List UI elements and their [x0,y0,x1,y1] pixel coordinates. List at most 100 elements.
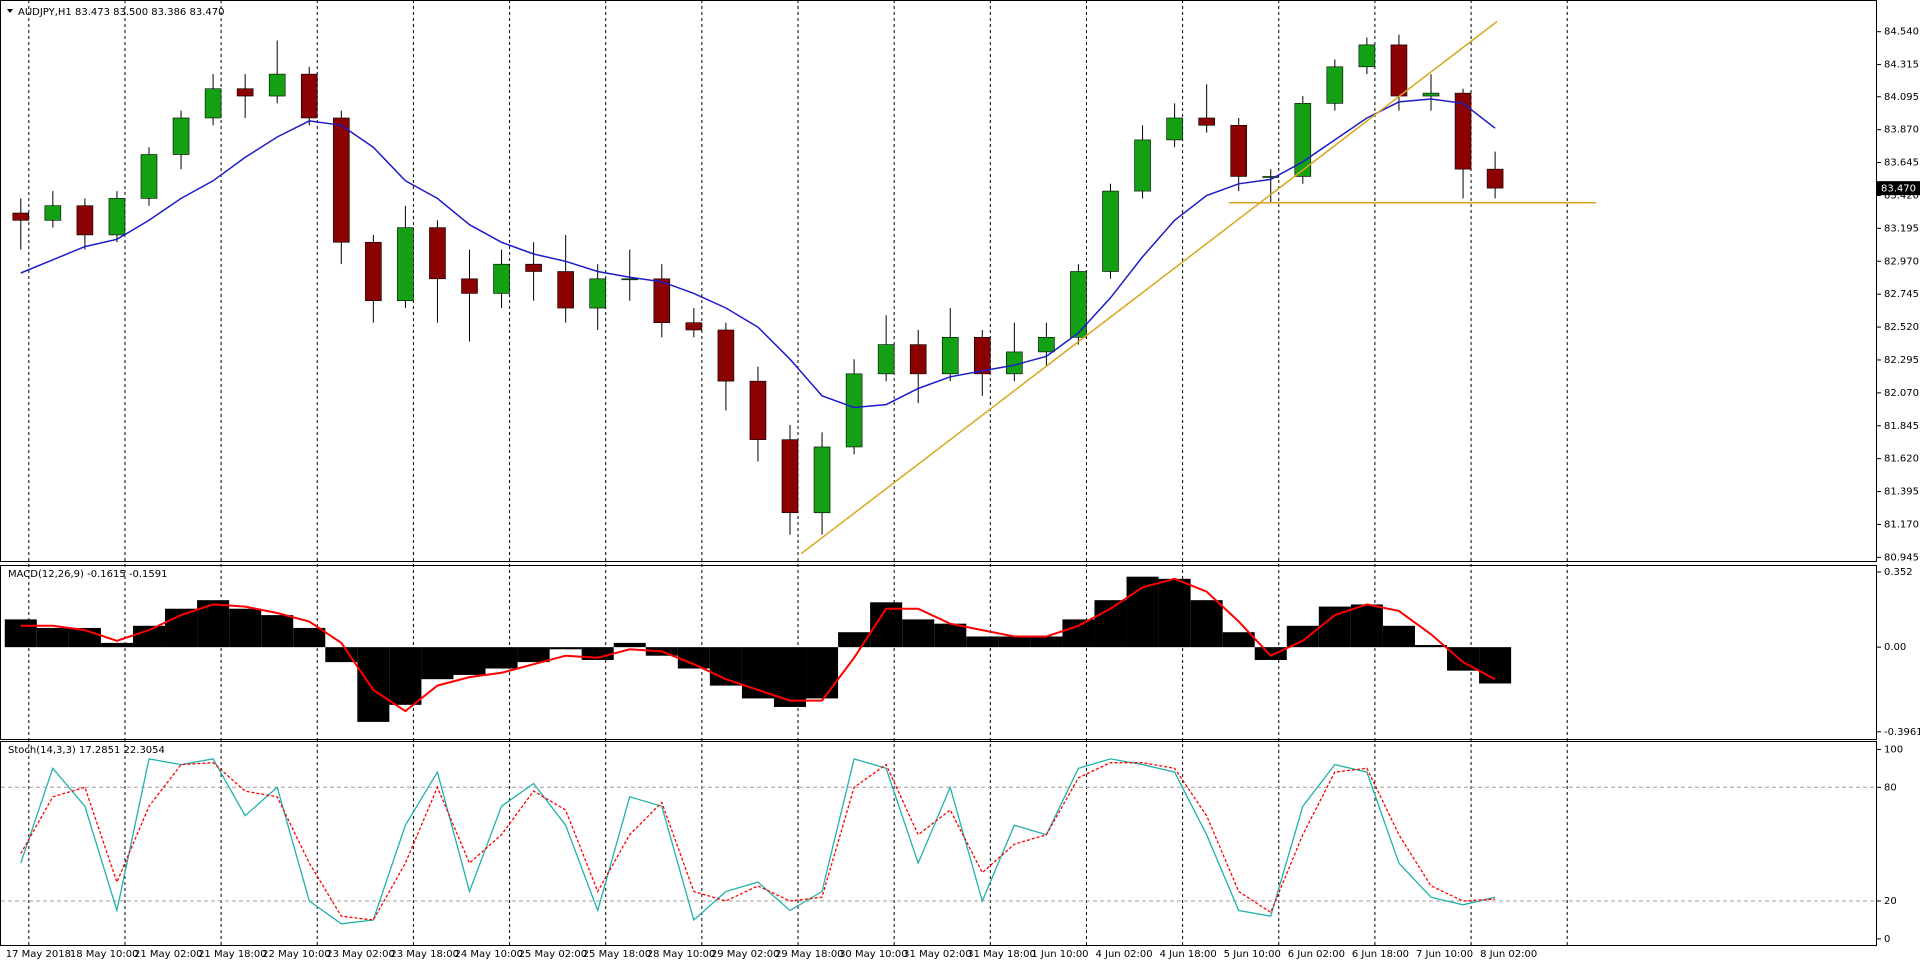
stoch-main [20,758,1496,925]
x-tick-label: 18 May 10:00 [70,949,139,960]
macd-bar [902,619,935,648]
stoch-panel-frame [0,741,1877,946]
macd-bar [1254,647,1287,660]
x-tick-label: 24 May 10:00 [454,949,523,960]
candle-body [749,380,767,440]
x-tick-label: 21 May 02:00 [134,949,203,960]
x-tick-label: 25 May 02:00 [519,949,588,960]
candle-body [44,205,62,221]
candle-body [1422,92,1440,97]
macd-bar [1062,619,1095,648]
macd-bar [806,647,839,699]
macd-bar [389,647,422,705]
macd-bar [838,632,871,648]
x-tick-label: 29 May 02:00 [711,949,780,960]
chart-header: AUDJPY,H1 83.473 83.500 83.386 83.470 [18,7,224,18]
macd-panel-frame [0,565,1877,740]
candle-body [461,278,478,294]
x-tick-label: 7 Jun 10:00 [1416,949,1473,960]
macd-bar [36,627,69,648]
candle-body [1454,92,1472,170]
macd-bar [261,615,294,648]
candle-body [12,212,30,221]
candle-body [525,263,542,272]
candle-body [621,278,639,281]
candle-body [909,344,927,375]
y-tick-label: 80 [1884,782,1897,793]
y-tick-label: 82.520 [1884,322,1919,333]
candle-body [108,198,126,236]
candle-body [781,439,799,514]
y-tick-label: 82.295 [1884,355,1919,366]
y-tick-label: 81.395 [1884,487,1919,498]
candle-body [877,344,895,375]
moving-average [20,98,1496,409]
y-tick-label: 83.870 [1884,125,1919,136]
x-tick-label: 21 May 18:00 [198,949,267,960]
candle-body [236,88,254,97]
x-tick-label: 4 Jun 02:00 [1095,949,1152,960]
symbol-menu-arrow[interactable] [7,9,13,13]
x-tick-label: 23 May 02:00 [326,949,395,960]
y-tick-label: 80.945 [1884,552,1919,563]
stoch-label: Stoch(14,3,3) 17.2851 22.3054 [8,745,165,756]
macd-bar [357,647,390,722]
macd-bar [1447,647,1480,671]
current-price-label: 83.470 [1881,184,1916,195]
y-tick-label: 84.315 [1884,60,1919,71]
y-tick-label: 84.095 [1884,92,1919,103]
y-tick-label: 83.420 [1884,190,1919,201]
candle-body [1198,117,1215,126]
macd-bar [1382,625,1415,648]
macd-bar [773,647,807,707]
y-tick-label: 0.00 [1884,642,1906,653]
period-separators [28,0,1568,946]
macd-bar [1190,600,1223,648]
candle-body [1166,117,1183,141]
macd-bar [966,636,999,648]
x-tick-label: 31 May 18:00 [967,949,1036,960]
macd-bar [1318,606,1351,648]
candle-body [589,278,607,309]
macd-bar [613,642,646,648]
x-tick-label: 1 Jun 10:00 [1031,949,1088,960]
candle-body [1486,168,1504,189]
candle-body [557,271,574,309]
candle-body [813,446,831,514]
macd-bar [1094,600,1127,648]
candle-body [1358,44,1376,68]
candle-body [365,241,382,302]
candle-body [1390,44,1408,97]
macd-bar [1222,632,1255,648]
macd-bar [934,623,967,648]
macd-bar [1350,604,1383,648]
macd-bar [453,647,486,675]
y-tick-label: 0 [1884,934,1890,945]
y-tick-label: 20 [1884,896,1897,907]
macd-bar [4,619,37,648]
macd-bar [549,647,582,650]
x-tick-label: 8 Jun 02:00 [1480,949,1537,960]
candle-body [1230,124,1247,177]
candle-body [397,227,414,302]
candle-body [973,336,991,375]
main-panel-frame [0,0,1877,562]
macd-bar [517,647,550,663]
x-tick-label: 22 May 10:00 [262,949,331,960]
candle-body [332,117,350,243]
trendline [800,20,1498,555]
candle-body [845,373,863,448]
y-tick-label: 82.745 [1884,289,1919,300]
macd-bar [485,647,518,669]
macd-label: MACD(12,26,9) -0.1615 -0.1591 [8,569,168,580]
y-tick-label: 82.070 [1884,388,1919,399]
candle-body [1070,271,1087,338]
macd-bar [677,647,710,669]
y-tick-label: 81.620 [1884,454,1919,465]
macd-bar [1030,636,1063,648]
x-tick-label: 28 May 10:00 [647,949,716,960]
x-tick-label: 4 Jun 18:00 [1160,949,1217,960]
